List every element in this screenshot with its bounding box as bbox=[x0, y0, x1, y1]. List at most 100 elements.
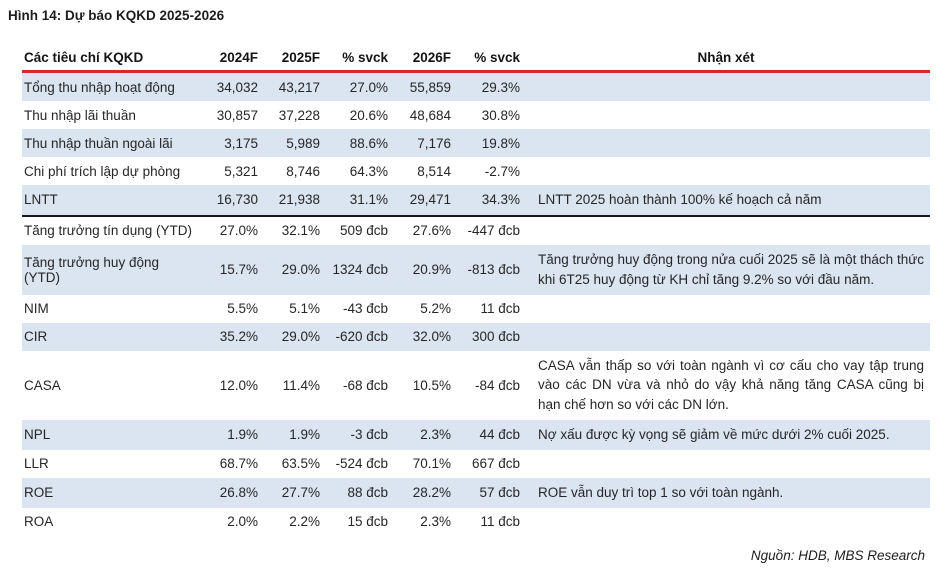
cell-2024f: 12.0% bbox=[219, 377, 258, 393]
table-row: ROE 26.8% 27.7% 88 đcb 28.2% 57 đcb ROE vẫn du… bbox=[22, 477, 930, 508]
row-label: CASA bbox=[24, 377, 61, 393]
cell-svck-2026: 57 đcb bbox=[479, 485, 520, 501]
table-row: CIR 35.2% 29.0% -620 đcb 32.0% 300 đcb bbox=[22, 322, 930, 351]
cell-svck-2026: 30.8% bbox=[481, 107, 520, 123]
table-row: ROA 2.0% 2.2% 15 đcb 2.3% 11 đcb bbox=[22, 508, 930, 536]
cell-svck-2025: 88.6% bbox=[349, 135, 388, 151]
cell-note bbox=[522, 110, 930, 120]
cell-svck-2026: 11 đcb bbox=[480, 301, 520, 317]
cell-svck-2026: -813 đcb bbox=[467, 262, 520, 278]
cell-svck-2025: 15 đcb bbox=[347, 514, 388, 530]
cell-2025f: 11.4% bbox=[282, 377, 320, 393]
table-row: Thu nhập thuần ngoài lãi 3,175 5,989 88.6% 7… bbox=[22, 129, 930, 157]
cell-svck-2025: 27.0% bbox=[349, 79, 388, 95]
cell-2025f: 2.2% bbox=[289, 514, 320, 530]
cell-svck-2026: 29.3% bbox=[481, 79, 520, 95]
table-row: NPL 1.9% 1.9% -3 đcb 2.3% 44 đcb Nợ xấu được k… bbox=[22, 420, 930, 450]
header-svck-2025: % svck bbox=[342, 50, 388, 65]
cell-2026f: 10.5% bbox=[412, 377, 451, 393]
cell-2026f: 5.2% bbox=[420, 301, 451, 317]
header-2025f: 2025F bbox=[281, 50, 320, 65]
cell-2024f: 2.0% bbox=[227, 514, 258, 530]
cell-svck-2025: -3 đcb bbox=[350, 427, 388, 443]
cell-svck-2026: 11 đcb bbox=[480, 514, 520, 530]
cell-svck-2025: -68 đcb bbox=[342, 377, 388, 393]
row-label: Tổng thu nhập hoạt động bbox=[24, 79, 175, 95]
cell-2025f: 8,746 bbox=[286, 163, 320, 179]
header-svck-2026: % svck bbox=[474, 50, 520, 65]
table-row: LLR 68.7% 63.5% -524 đcb 70.1% 667 đcb bbox=[22, 450, 930, 478]
cell-svck-2026: 667 đcb bbox=[471, 456, 520, 472]
cell-2026f: 27.6% bbox=[412, 223, 451, 239]
cell-2026f: 20.9% bbox=[412, 262, 451, 278]
row-label: ROA bbox=[24, 514, 54, 530]
table-row: Chi phí trích lập dự phòng 5,321 8,746 64.3… bbox=[22, 157, 930, 185]
cell-2024f: 5.5% bbox=[227, 301, 258, 317]
cell-2026f: 32.0% bbox=[412, 329, 451, 345]
cell-svck-2025: 31.1% bbox=[349, 192, 388, 208]
row-label: Chi phí trích lập dự phòng bbox=[24, 163, 181, 179]
cell-2025f: 21,938 bbox=[278, 192, 320, 208]
cell-note bbox=[522, 166, 930, 176]
header-comments: Nhận xét bbox=[697, 50, 755, 65]
cell-2025f: 63.5% bbox=[281, 456, 320, 472]
cell-note bbox=[522, 304, 930, 314]
cell-2024f: 26.8% bbox=[219, 485, 258, 501]
cell-2024f: 27.0% bbox=[219, 223, 258, 239]
row-label: LLR bbox=[24, 456, 49, 472]
cell-note: Tăng trưởng huy động trong nửa cuối 2025… bbox=[538, 251, 924, 287]
cell-2024f: 35.2% bbox=[219, 329, 258, 345]
table-row: Tăng trưởng tín dụng (YTD) 27.0% 32.1% 509 … bbox=[22, 217, 930, 245]
cell-note: Nợ xấu được kỳ vọng sẽ giảm về mức dưới … bbox=[538, 427, 890, 443]
cell-svck-2026: 44 đcb bbox=[479, 427, 520, 443]
cell-svck-2026: 34.3% bbox=[481, 192, 520, 208]
cell-2025f: 5.1% bbox=[289, 301, 320, 317]
cell-note: ROE vẫn duy trì top 1 so với toàn ngành. bbox=[538, 484, 784, 500]
cell-2026f: 28.2% bbox=[412, 485, 451, 501]
cell-svck-2026: 300 đcb bbox=[471, 329, 520, 345]
row-label: CIR bbox=[24, 329, 48, 345]
cell-2024f: 16,730 bbox=[216, 192, 258, 208]
cell-2025f: 32.1% bbox=[281, 223, 320, 239]
cell-2026f: 55,859 bbox=[409, 79, 451, 95]
cell-2024f: 68.7% bbox=[219, 456, 258, 472]
cell-svck-2025: 20.6% bbox=[349, 107, 388, 123]
cell-2026f: 70.1% bbox=[412, 456, 451, 472]
cell-2025f: 29.0% bbox=[281, 329, 320, 345]
cell-2026f: 48,684 bbox=[409, 107, 451, 123]
cell-2024f: 5,321 bbox=[224, 163, 258, 179]
cell-note bbox=[522, 332, 930, 342]
cell-2024f: 34,032 bbox=[216, 79, 258, 95]
row-label: NPL bbox=[24, 427, 51, 443]
source-attribution: Nguồn: HDB, MBS Research bbox=[750, 548, 925, 563]
table-row: NIM 5.5% 5.1% -43 đcb 5.2% 11 đcb bbox=[22, 295, 930, 323]
header-2026f: 2026F bbox=[412, 50, 451, 65]
table-header-row: Các tiêu chí KQKD 2024F 2025F % svck 202… bbox=[22, 45, 930, 73]
cell-2024f: 30,857 bbox=[216, 107, 258, 123]
cell-2024f: 1.9% bbox=[227, 427, 258, 443]
cell-2026f: 2.3% bbox=[420, 514, 451, 530]
cell-2025f: 37,228 bbox=[278, 107, 320, 123]
table-row: Thu nhập lãi thuần 30,857 37,228 20.6% 48,68… bbox=[22, 101, 930, 129]
cell-2024f: 3,175 bbox=[224, 135, 258, 151]
header-2024f: 2024F bbox=[219, 50, 258, 65]
cell-2025f: 43,217 bbox=[278, 79, 320, 95]
header-criteria: Các tiêu chí KQKD bbox=[24, 50, 144, 65]
cell-note: CASA vẫn thấp so với toàn ngành vì cơ cấ… bbox=[538, 357, 924, 413]
cell-2026f: 2.3% bbox=[420, 427, 451, 443]
table-row: Tổng thu nhập hoạt động 34,032 43,217 27.0%… bbox=[22, 73, 930, 101]
cell-2025f: 29.0% bbox=[281, 262, 320, 278]
cell-note bbox=[522, 459, 930, 469]
table-body: Tổng thu nhập hoạt động 34,032 43,217 27.0%… bbox=[22, 73, 930, 536]
row-label: NIM bbox=[24, 301, 49, 317]
cell-svck-2026: -2.7% bbox=[484, 163, 520, 179]
cell-note bbox=[522, 517, 930, 527]
row-label: Tăng trưởng huy động (YTD) bbox=[24, 254, 159, 285]
cell-svck-2025: -43 đcb bbox=[342, 301, 388, 317]
cell-note bbox=[522, 138, 930, 148]
cell-2026f: 8,514 bbox=[417, 163, 451, 179]
cell-2024f: 15.7% bbox=[219, 262, 258, 278]
row-label: ROE bbox=[24, 485, 54, 501]
forecast-table: Các tiêu chí KQKD 2024F 2025F % svck 202… bbox=[22, 45, 930, 536]
